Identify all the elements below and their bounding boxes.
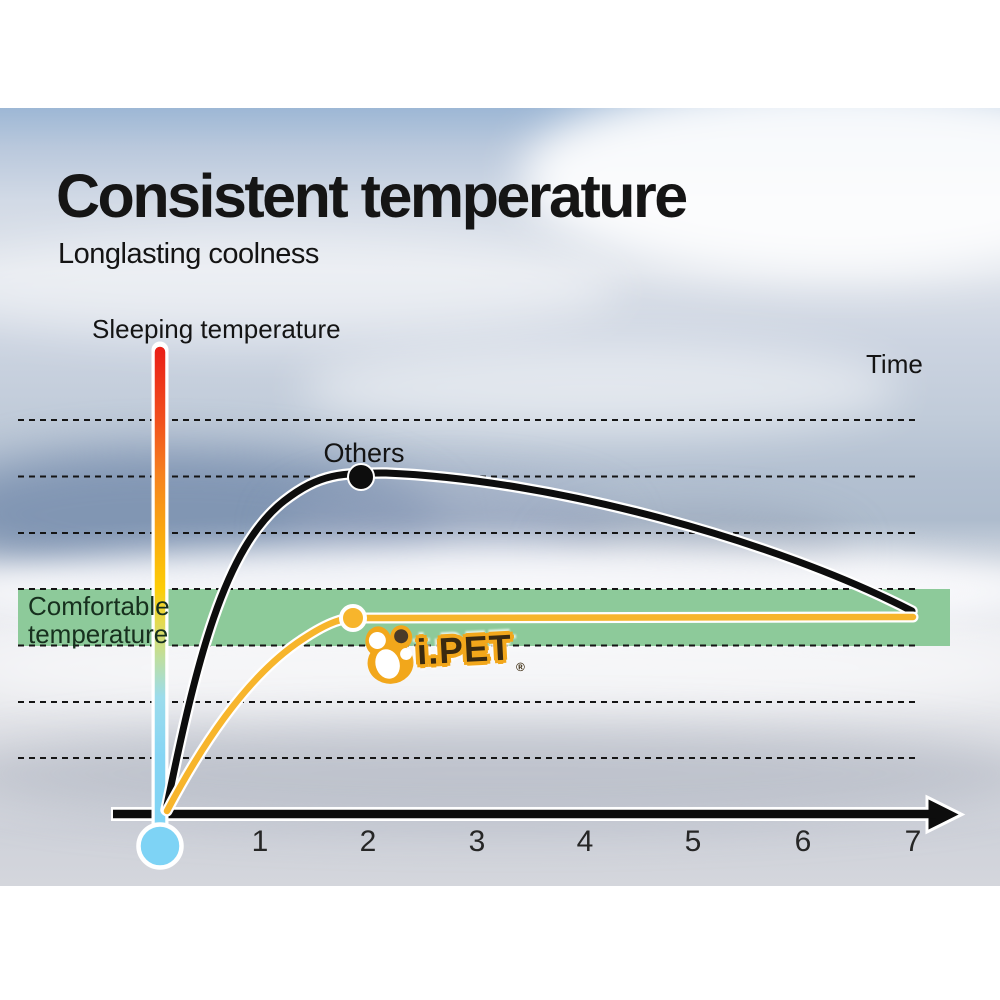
page-subtitle: Longlasting coolness: [58, 238, 319, 270]
x-tick: 5: [684, 825, 702, 858]
paw-icon: [365, 625, 414, 684]
thermometer-bulb: [136, 822, 184, 870]
others-series-label: Others: [323, 438, 405, 468]
x-tick: 3: [468, 825, 486, 858]
ipet-marker-dot: [339, 604, 367, 632]
gridlines: [18, 419, 918, 759]
ipet-logo: i.PET ®: [362, 616, 525, 686]
x-tick: 2: [359, 825, 377, 858]
band-label-line2: temperature: [28, 619, 169, 649]
others-marker-dot: [347, 463, 375, 491]
x-tick-labels: 1 2 3 4 5 6 7: [0, 825, 1000, 865]
x-tick: 7: [904, 825, 922, 858]
comfortable-band-label: Comfortable temperature: [28, 592, 170, 648]
band-label-line1: Comfortable: [28, 591, 170, 621]
x-axis-label: Time: [866, 349, 923, 379]
x-tick: 1: [251, 825, 269, 858]
registered-mark: ®: [515, 659, 526, 675]
x-tick: 4: [576, 825, 594, 858]
page-title: Consistent temperature: [56, 162, 688, 230]
x-axis: [111, 794, 966, 835]
y-axis-label: Sleeping temperature: [92, 314, 341, 344]
brand-wordmark: i.PET: [415, 626, 513, 673]
cloud-shape: [0, 232, 620, 342]
x-tick: 6: [794, 825, 812, 858]
thermometer-axis: [136, 341, 184, 870]
